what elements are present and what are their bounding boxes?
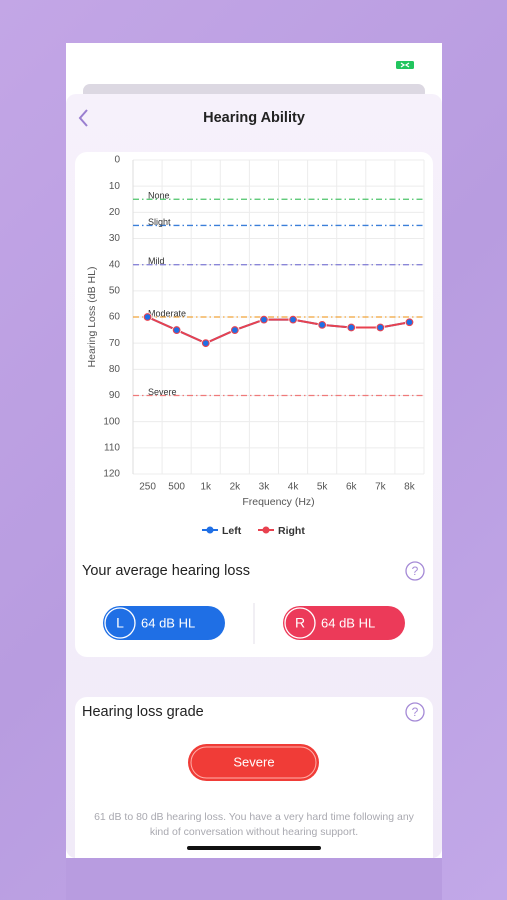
data-point xyxy=(348,324,355,331)
legend-label: Left xyxy=(222,525,242,537)
right-badge xyxy=(284,607,316,639)
section-title: Hearing loss grade xyxy=(82,704,204,720)
reference-label: Moderate xyxy=(148,308,186,318)
x-tick-label: 2k xyxy=(230,482,242,493)
legend-label: Right xyxy=(278,525,305,537)
right-badge-text: R xyxy=(295,615,305,631)
grade-button-ring xyxy=(190,746,317,779)
x-tick-label: 6k xyxy=(346,482,358,493)
x-tick-label: 250 xyxy=(139,482,156,493)
y-tick-label: 90 xyxy=(109,390,121,401)
left-average-pill xyxy=(103,606,225,640)
y-tick-label: 80 xyxy=(109,364,121,375)
legend-marker xyxy=(262,526,270,534)
chart-card xyxy=(75,152,433,657)
y-tick-label: 30 xyxy=(109,233,121,244)
grade-button-text[interactable]: Severe xyxy=(233,754,274,769)
y-tick-label: 20 xyxy=(109,207,121,218)
reference-label: None xyxy=(148,191,170,201)
data-point xyxy=(173,327,180,333)
y-axis-label: Hearing Loss (dB HL) xyxy=(86,267,98,368)
section-title: Your average hearing loss xyxy=(82,563,250,579)
reference-label: Severe xyxy=(148,387,177,397)
y-tick-label: 70 xyxy=(109,338,121,349)
data-point xyxy=(232,327,238,333)
x-tick-label: 3k xyxy=(259,482,271,493)
help-icon-text[interactable]: ? xyxy=(412,564,419,578)
right-average-value: 64 dB HL xyxy=(321,615,375,630)
help-icon[interactable] xyxy=(405,702,425,722)
left-average-value: 64 dB HL xyxy=(141,615,195,630)
page-title: Hearing Ability xyxy=(203,110,305,126)
y-tick-label: 120 xyxy=(103,469,120,480)
data-point xyxy=(144,314,151,320)
help-icon-text[interactable]: ? xyxy=(412,705,419,719)
data-point xyxy=(261,316,267,323)
right-average-pill xyxy=(283,606,405,640)
data-point xyxy=(406,319,413,326)
x-tick-label: 1k xyxy=(200,482,212,493)
x-tick-label: 5k xyxy=(317,482,329,493)
left-badge-text: L xyxy=(116,615,124,631)
chart: 0 10 20 30 40 50 60 70 80 90 100 110 120 250 500 1k 2k 3k… xyxy=(86,155,425,537)
x-tick-label: 8k xyxy=(404,482,416,493)
help-icon[interactable] xyxy=(405,561,425,581)
left-badge xyxy=(104,607,136,639)
reference-label: Slight xyxy=(148,217,171,227)
x-tick-label: 500 xyxy=(168,482,185,493)
y-tick-label: 100 xyxy=(103,416,120,427)
battery-icon xyxy=(396,61,414,69)
y-tick-label: 110 xyxy=(104,442,120,453)
y-tick-label: 50 xyxy=(109,285,121,296)
y-tick-label: 60 xyxy=(109,312,121,323)
data-point xyxy=(202,340,209,346)
legend-marker xyxy=(206,526,214,534)
series-line xyxy=(147,316,410,345)
grade-button[interactable] xyxy=(188,744,319,781)
reference-label: Mild xyxy=(148,256,165,266)
data-point xyxy=(290,316,296,323)
bottom-fill xyxy=(66,858,442,900)
grade-card xyxy=(75,697,433,872)
grade-description: 61 dB to 80 dB hearing loss. You have a … xyxy=(94,811,414,838)
y-tick-label: 10 xyxy=(109,181,121,192)
y-tick-label: 40 xyxy=(109,259,121,270)
home-indicator xyxy=(187,846,321,850)
data-point xyxy=(319,322,325,328)
data-point xyxy=(377,324,384,331)
y-tick-label: 0 xyxy=(114,155,120,166)
x-axis-label: Frequency (Hz) xyxy=(242,496,314,508)
back-button[interactable] xyxy=(78,109,88,127)
x-tick-label: 4k xyxy=(288,482,300,493)
x-tick-label: 7k xyxy=(375,482,387,493)
